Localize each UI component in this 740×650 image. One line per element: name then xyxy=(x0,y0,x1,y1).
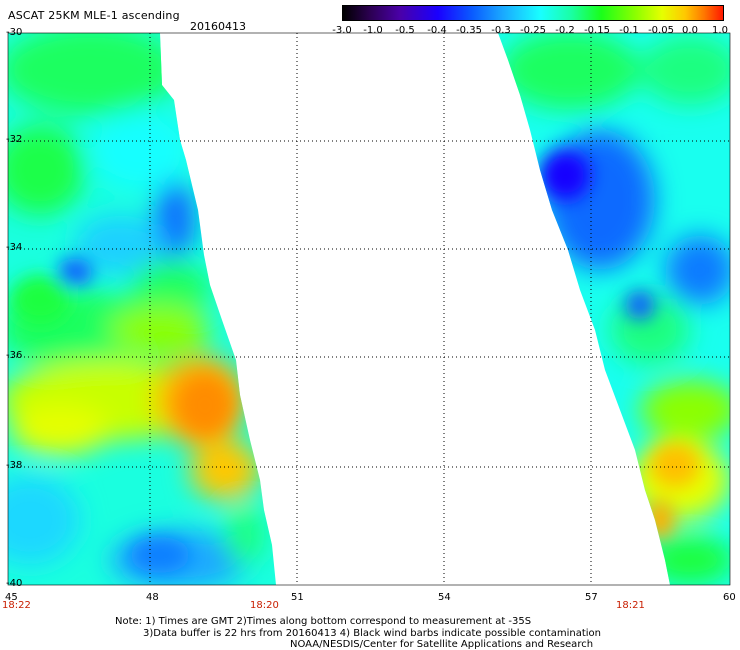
left-swath xyxy=(8,33,276,585)
lon-label: 60 xyxy=(723,592,736,603)
colorbar-label: -3.0 xyxy=(332,25,352,36)
lat-label: -34 xyxy=(6,242,23,253)
time-label: 18:20 xyxy=(250,600,279,611)
colorbar-label: -0.2 xyxy=(555,25,575,36)
lon-label: 51 xyxy=(291,592,304,603)
credit-line: NOAA/NESDIS/Center for Satellite Applica… xyxy=(290,639,594,650)
colorbar-label: -0.5 xyxy=(395,25,415,36)
colorbar-label: -0.1 xyxy=(619,25,639,36)
map-date: 20160413 xyxy=(190,20,246,33)
colorbar-label: -0.25 xyxy=(520,25,546,36)
colorbar-label: 0.0 xyxy=(682,25,698,36)
lon-label: 45 xyxy=(5,592,18,603)
lat-label: -32 xyxy=(6,134,23,145)
time-label: 18:21 xyxy=(616,600,645,611)
map-grid xyxy=(8,33,730,585)
note-line: 3)Data buffer is 22 hrs from 20160413 4)… xyxy=(143,628,601,639)
lat-label: -38 xyxy=(6,460,23,471)
colorbar-label: -0.15 xyxy=(584,25,610,36)
lon-label: 54 xyxy=(438,592,451,603)
lat-label: -40 xyxy=(6,578,23,589)
colorbar-label: -1.0 xyxy=(363,25,383,36)
colorbar xyxy=(342,5,724,21)
colorbar-label: -0.3 xyxy=(491,25,511,36)
time-label: 18:22 xyxy=(2,600,31,611)
colorbar-label: -0.4 xyxy=(427,25,447,36)
lon-label: 48 xyxy=(146,592,159,603)
map-title: ASCAT 25KM MLE-1 ascending xyxy=(8,9,180,22)
colorbar-label: -0.35 xyxy=(456,25,482,36)
map-frame xyxy=(7,32,731,586)
lat-label: -36 xyxy=(6,350,23,361)
lat-label: -30 xyxy=(6,27,23,38)
right-swath xyxy=(498,33,730,585)
colorbar-label: -0.05 xyxy=(648,25,674,36)
colorbar-label: 1.0 xyxy=(712,25,728,36)
lon-label: 57 xyxy=(585,592,598,603)
note-line: Note: 1) Times are GMT 2)Times along bot… xyxy=(115,616,532,627)
